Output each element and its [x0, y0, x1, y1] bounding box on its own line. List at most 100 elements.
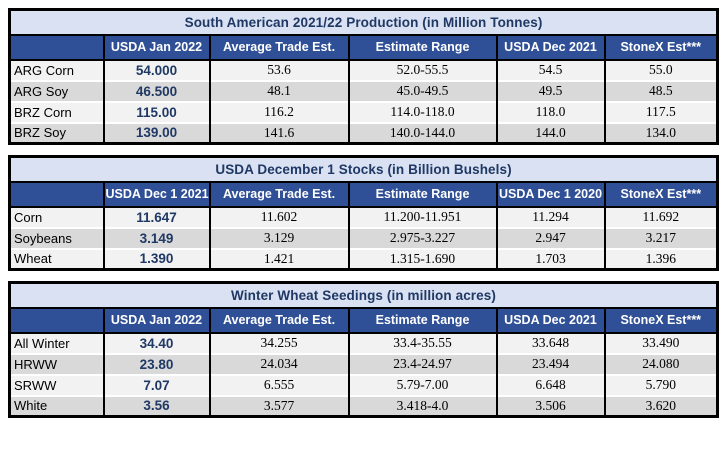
column-header: StoneX Est*** — [604, 307, 719, 334]
value-cell: 114.0-118.0 — [348, 100, 498, 123]
value-cell: 48.5 — [604, 79, 719, 102]
value-cell: 2.947 — [496, 226, 606, 249]
row-label-cell: Soybeans — [9, 226, 105, 249]
table-row: BRZ Corn 115.00 116.2 114.0-118.0 118.0 117.5 — [9, 100, 719, 123]
column-header: USDA Dec 1 2021 — [103, 181, 211, 208]
official-estimate-cell: 34.40 — [103, 332, 211, 354]
value-cell: 3.620 — [604, 394, 719, 417]
row-label-cell: SRWW — [9, 373, 105, 396]
value-cell: 5.790 — [604, 373, 719, 396]
stocks-table: USDA December 1 Stocks (in Billion Bushe… — [8, 155, 720, 271]
value-cell: 3.506 — [496, 394, 606, 417]
table-body: All Winter 34.40 34.255 33.4-35.55 33.648 33.… — [9, 332, 719, 417]
row-label-cell: ARG Soy — [9, 79, 105, 102]
table-row: All Winter 34.40 34.255 33.4-35.55 33.648 33.… — [9, 332, 719, 354]
value-cell: 6.555 — [209, 373, 350, 396]
value-cell: 3.217 — [604, 226, 719, 249]
value-cell: 23.4-24.97 — [348, 352, 498, 375]
value-cell: 144.0 — [496, 121, 606, 144]
row-label-cell: ARG Corn — [9, 59, 105, 81]
official-estimate-cell: 23.80 — [103, 352, 211, 375]
official-estimate-cell: 3.56 — [103, 394, 211, 417]
table-row: Wheat 1.390 1.421 1.315-1.690 1.703 1.396 — [9, 247, 719, 270]
table-title: USDA December 1 Stocks (in Billion Bushe… — [9, 156, 718, 183]
row-label-header — [9, 307, 105, 334]
row-label-cell: All Winter — [9, 332, 105, 354]
value-cell: 24.034 — [209, 352, 350, 375]
column-header-row: USDA Jan 2022 Average Trade Est. Estimate … — [9, 34, 719, 61]
value-cell: 52.0-55.5 — [348, 59, 498, 81]
table-body: Corn 11.647 11.602 11.200-11.951 11.294 11.69… — [9, 206, 719, 270]
value-cell: 118.0 — [496, 100, 606, 123]
value-cell: 53.6 — [209, 59, 350, 81]
column-header: StoneX Est*** — [604, 34, 719, 61]
value-cell: 48.1 — [209, 79, 350, 102]
table-row: SRWW 7.07 6.555 5.79-7.00 6.648 5.790 — [9, 373, 719, 396]
value-cell: 34.255 — [209, 332, 350, 354]
value-cell: 140.0-144.0 — [348, 121, 498, 144]
value-cell: 116.2 — [209, 100, 350, 123]
column-header: StoneX Est*** — [604, 181, 719, 208]
value-cell: 117.5 — [604, 100, 719, 123]
value-cell: 49.5 — [496, 79, 606, 102]
value-cell: 11.294 — [496, 206, 606, 228]
column-header: USDA Jan 2022 — [103, 34, 211, 61]
value-cell: 1.703 — [496, 247, 606, 270]
official-estimate-cell: 54.000 — [103, 59, 211, 81]
value-cell: 33.4-35.55 — [348, 332, 498, 354]
value-cell: 1.421 — [209, 247, 350, 270]
value-cell: 1.396 — [604, 247, 719, 270]
production-table: South American 2021/22 Production (in Mi… — [8, 8, 720, 145]
row-label-cell: Wheat — [9, 247, 105, 270]
official-estimate-cell: 3.149 — [103, 226, 211, 249]
value-cell: 6.648 — [496, 373, 606, 396]
table-body: ARG Corn 54.000 53.6 52.0-55.5 54.5 55.0 ARG S… — [9, 59, 719, 144]
official-estimate-cell: 11.647 — [103, 206, 211, 228]
value-cell: 23.494 — [496, 352, 606, 375]
table-title-row: USDA December 1 Stocks (in Billion Bushe… — [9, 156, 718, 183]
column-header: Estimate Range — [348, 307, 498, 334]
value-cell: 141.6 — [209, 121, 350, 144]
table-row: ARG Corn 54.000 53.6 52.0-55.5 54.5 55.0 — [9, 59, 719, 81]
value-cell: 33.648 — [496, 332, 606, 354]
table-row: BRZ Soy 139.00 141.6 140.0-144.0 144.0 134.0 — [9, 121, 719, 144]
column-header: Estimate Range — [348, 181, 498, 208]
column-header-row: USDA Dec 1 2021 Average Trade Est. Estimat… — [9, 181, 719, 208]
row-label-cell: Corn — [9, 206, 105, 228]
table-row: Soybeans 3.149 3.129 2.975-3.227 2.947 3.217 — [9, 226, 719, 249]
official-estimate-cell: 115.00 — [103, 100, 211, 123]
value-cell: 54.5 — [496, 59, 606, 81]
column-header: Estimate Range — [348, 34, 498, 61]
column-header: Average Trade Est. — [209, 181, 350, 208]
value-cell: 24.080 — [604, 352, 719, 375]
table-title-row: South American 2021/22 Production (in Mi… — [9, 9, 718, 36]
official-estimate-cell: 46.500 — [103, 79, 211, 102]
value-cell: 11.692 — [604, 206, 719, 228]
row-label-cell: White — [9, 394, 105, 417]
value-cell: 2.975-3.227 — [348, 226, 498, 249]
row-label-cell: HRWW — [9, 352, 105, 375]
table-row: ARG Soy 46.500 48.1 45.0-49.5 49.5 48.5 — [9, 79, 719, 102]
row-label-cell: BRZ Soy — [9, 121, 105, 144]
column-header: USDA Dec 2021 — [496, 307, 606, 334]
column-header: USDA Dec 2021 — [496, 34, 606, 61]
official-estimate-cell: 7.07 — [103, 373, 211, 396]
column-header: USDA Jan 2022 — [103, 307, 211, 334]
table-row: HRWW 23.80 24.034 23.4-24.97 23.494 24.080 — [9, 352, 719, 375]
value-cell: 45.0-49.5 — [348, 79, 498, 102]
table-row: Corn 11.647 11.602 11.200-11.951 11.294 11.69… — [9, 206, 719, 228]
value-cell: 1.315-1.690 — [348, 247, 498, 270]
value-cell: 11.200-11.951 — [348, 206, 498, 228]
column-header: USDA Dec 1 2020 — [496, 181, 606, 208]
table-title-row: Winter Wheat Seedings (in million acres) — [9, 282, 718, 309]
row-label-cell: BRZ Corn — [9, 100, 105, 123]
row-label-header — [9, 34, 105, 61]
winter-wheat-seedings-table: Winter Wheat Seedings (in million acres)… — [8, 281, 720, 418]
official-estimate-cell: 139.00 — [103, 121, 211, 144]
table-title: South American 2021/22 Production (in Mi… — [9, 9, 718, 36]
value-cell: 3.129 — [209, 226, 350, 249]
value-cell: 134.0 — [604, 121, 719, 144]
value-cell: 3.577 — [209, 394, 350, 417]
column-header: Average Trade Est. — [209, 34, 350, 61]
column-header: Average Trade Est. — [209, 307, 350, 334]
